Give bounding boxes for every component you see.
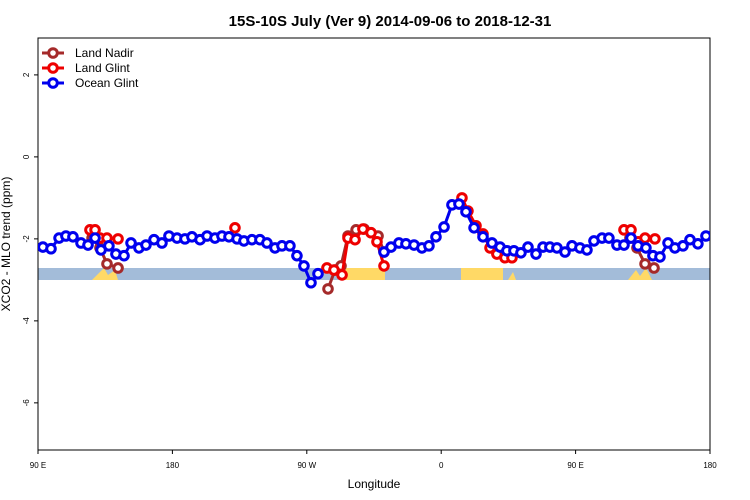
data-point [229,222,241,234]
data-point [305,276,317,289]
data-point [625,232,637,244]
data-point [423,240,435,252]
data-point [82,239,94,251]
land-band [508,272,516,280]
data-point [530,248,542,260]
data-point [67,231,79,243]
data-point [692,237,704,250]
y-tick-label: -2 [22,235,31,243]
data-point [336,269,348,281]
data-point [378,260,390,272]
data-point [438,221,450,233]
data-point [89,232,101,244]
data-point [371,235,383,248]
data-point [677,240,689,252]
data-point [118,249,130,262]
data-point [322,283,334,295]
data-point [261,237,273,249]
data-point [559,246,571,258]
x-tick-label: 180 [166,461,180,470]
legend-marker [47,62,59,74]
legend-label: Land Glint [75,61,130,75]
data-point [284,240,296,252]
data-point [291,249,303,262]
data-point [140,239,152,251]
land-band [92,268,118,280]
legend-label: Land Nadir [75,46,134,60]
data-point [328,264,340,276]
data-point [640,242,652,254]
data-point [430,231,442,243]
data-point [156,237,168,249]
x-tick-label: 90 W [297,461,316,470]
data-point [618,239,630,251]
land-band [343,268,385,280]
y-tick-label: -4 [22,317,31,325]
data-point [349,233,361,246]
data-point [298,260,310,272]
data-point [639,232,651,244]
land-band [628,268,652,280]
y-tick-label: -6 [22,399,31,407]
data-point [45,242,57,255]
data-point [639,258,651,270]
data-point [125,237,137,249]
data-point [112,233,124,245]
data-point [515,247,527,259]
x-axis-label: Longitude [348,477,401,491]
data-point [101,258,113,270]
data-point [453,198,465,210]
data-point [468,222,480,234]
legend-marker [47,47,59,59]
land-band [461,268,503,280]
y-tick-label: 0 [22,154,31,159]
x-tick-label: 90 E [30,461,46,470]
legend-marker [47,77,59,89]
series-layer [38,192,710,295]
data-point [365,226,377,239]
legend-label: Ocean Glint [75,76,139,90]
data-point [103,240,115,252]
surface-band [38,268,710,280]
data-point [654,251,666,263]
data-point [649,233,661,245]
data-point [648,262,660,274]
data-point [112,262,124,274]
data-point [581,244,593,256]
x-tick-label: 90 E [567,461,583,470]
data-point [603,232,615,244]
data-point [522,241,534,253]
x-tick-label: 180 [703,461,717,470]
chart-title: 15S-10S July (Ver 9) 2014-09-06 to 2018-… [229,13,552,30]
data-point [477,231,489,243]
x-tick-label: 0 [439,461,444,470]
data-point [700,230,710,242]
data-point [460,206,472,218]
y-tick-label: 2 [22,72,31,77]
plot-frame [37,37,711,451]
axes: 90 E 180 90 W 0 90 E 180 2 0 -2 -4 -6 [22,72,717,470]
data-point [312,267,324,280]
y-axis-label: XCO2 - MLO trend (ppm) [0,177,13,312]
